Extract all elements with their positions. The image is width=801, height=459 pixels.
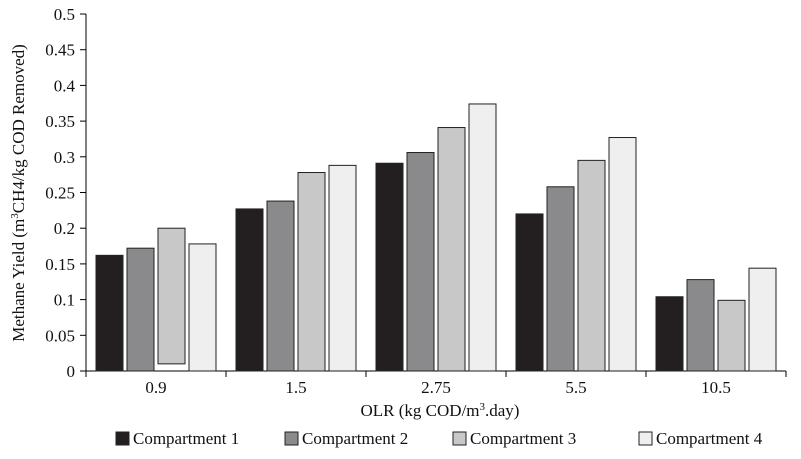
bar-1-2_75: [375, 162, 404, 372]
y-tick-label: 0.3: [54, 148, 75, 167]
x-axis-title: OLR (kg COD/m3.day): [361, 401, 520, 420]
bar-1-0_9: [95, 254, 124, 372]
x-axis-title-superscript: 3: [480, 401, 486, 413]
bar-1-10_5: [655, 296, 684, 372]
legend-swatch-2: [284, 431, 299, 446]
y-tick-label: 0.15: [45, 255, 75, 274]
x-axis-title-part-2: .day): [485, 401, 519, 420]
y-axis-title-part-2: CH4/kg COD Removed): [9, 44, 28, 213]
bar-4-0_9: [188, 243, 217, 372]
legend-swatch-4: [638, 431, 653, 446]
bar-3-10_5: [717, 299, 746, 372]
bar-1-5_5: [515, 213, 544, 372]
x-tick-label: 0.9: [145, 378, 166, 397]
y-tick-label: 0.2: [54, 219, 75, 238]
bar-2-2_75: [406, 152, 435, 372]
x-tick-label: 1.5: [285, 378, 306, 397]
y-tick-label: 0.5: [54, 5, 75, 24]
y-axis-title: Methane Yield (m3CH4/kg COD Removed): [9, 44, 28, 342]
y-tick-label: 0.1: [54, 291, 75, 310]
y-tick-label: 0.4: [54, 76, 76, 95]
bar-2-10_5: [686, 279, 715, 372]
legend-swatch-3: [452, 431, 467, 446]
bar-4-10_5: [748, 267, 777, 372]
bar-3-2_75: [437, 127, 466, 372]
x-tick-label: 2.75: [421, 378, 451, 397]
x-tick-label: 10.5: [701, 378, 731, 397]
y-axis-title-superscript: 3: [9, 213, 21, 219]
bar-1-1_5: [235, 208, 264, 372]
x-tick-label: 5.5: [565, 378, 586, 397]
bar-2-5_5: [546, 186, 575, 372]
bars: [95, 103, 777, 372]
legend-swatch-1: [115, 431, 130, 446]
bar-3-0_9: [157, 227, 186, 365]
bar-4-5_5: [608, 137, 637, 372]
bar-3-1_5: [297, 172, 326, 372]
bar-3-5_5: [577, 159, 606, 372]
x-axis: 0.9 1.5 2.75 5.5 10.5: [85, 370, 787, 397]
y-tick-label: 0.05: [45, 326, 75, 345]
legend: Compartment 1 Compartment 2 Compartment 3 C…: [115, 429, 763, 448]
bar-4-1_5: [328, 164, 357, 372]
y-axis: 0 0.05 0.1 0.15 0.2 0.25 0.3 0.35 0.4 0.45 0.5: [45, 5, 87, 381]
y-tick-label: 0: [67, 362, 76, 381]
legend-label-1: Compartment 1: [133, 429, 239, 448]
legend-label-3: Compartment 3: [470, 429, 576, 448]
y-tick-label: 0.35: [45, 112, 75, 131]
legend-label-2: Compartment 2: [302, 429, 408, 448]
y-tick-label: 0.45: [45, 41, 75, 60]
bar-2-0_9: [126, 247, 155, 372]
x-axis-title-part-1: OLR (kg COD/m: [361, 401, 480, 420]
legend-label-4: Compartment 4: [656, 429, 763, 448]
y-tick-label: 0.25: [45, 184, 75, 203]
bar-4-2_75: [468, 103, 497, 372]
y-axis-title-part-1: Methane Yield (m: [9, 219, 28, 342]
bar-2-1_5: [266, 200, 295, 372]
